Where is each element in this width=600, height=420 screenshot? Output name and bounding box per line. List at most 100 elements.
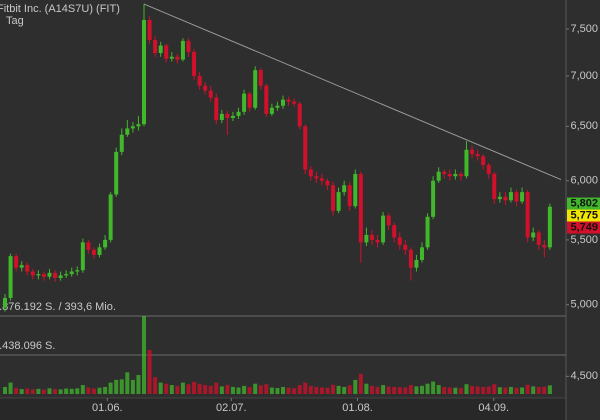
candle-body <box>525 192 530 238</box>
volume-bar <box>292 388 297 394</box>
volume-bar <box>264 384 269 394</box>
candle-body <box>53 272 58 279</box>
volume-bar <box>197 383 202 394</box>
volume-bar <box>114 379 119 394</box>
volume-bar <box>175 385 180 394</box>
candle-body <box>547 206 552 248</box>
candle-body <box>158 45 163 54</box>
volume-bar <box>36 388 41 394</box>
volume-bar <box>3 386 8 394</box>
volume-bar <box>103 386 108 394</box>
candle-body <box>414 259 419 268</box>
volume-bar <box>425 383 430 394</box>
candle-body <box>275 105 280 108</box>
candle-body <box>142 20 147 125</box>
candle-body <box>397 237 402 245</box>
volume-bar <box>91 388 96 394</box>
volume-bar <box>169 385 174 394</box>
candle-body <box>514 192 519 202</box>
candle-body <box>119 134 124 152</box>
volume-bar <box>275 388 280 394</box>
volume-bar <box>281 386 285 394</box>
candle-body <box>108 194 113 240</box>
volume-bar <box>542 386 547 394</box>
candle-body <box>58 275 63 279</box>
candle-body <box>169 56 174 59</box>
volume-bar <box>19 389 24 394</box>
candle-body <box>3 297 8 308</box>
volume-bar <box>225 385 230 394</box>
candle-body <box>314 176 319 179</box>
volume-bar <box>119 379 124 394</box>
candle-body <box>425 216 430 248</box>
candle-body <box>225 113 230 118</box>
candle-body <box>464 149 469 177</box>
candle-body <box>25 265 30 272</box>
volume-bar <box>30 389 35 394</box>
candle-body <box>208 90 213 98</box>
candle-body <box>536 232 541 245</box>
volume-bar <box>247 386 252 394</box>
volume-bar <box>486 386 491 394</box>
candle-body <box>97 247 102 255</box>
volume-bar <box>331 384 336 394</box>
candle-body <box>192 52 197 76</box>
candle-body <box>30 271 35 276</box>
volume-bar <box>242 385 247 394</box>
price-tag-label: 5,775 <box>570 209 598 221</box>
volume-bar <box>475 386 480 394</box>
volume-bar <box>164 383 169 394</box>
volume-bar <box>369 385 374 394</box>
volume-bar <box>414 386 419 394</box>
volume-bar <box>75 388 80 394</box>
candle-body <box>308 169 313 177</box>
volume-bar <box>358 373 363 394</box>
candle-body <box>331 185 336 211</box>
candle-body <box>392 225 397 238</box>
candle-body <box>436 171 441 181</box>
candle-body <box>41 274 46 277</box>
volume-bar <box>397 387 402 394</box>
candle-body <box>236 111 241 116</box>
volume-bar <box>508 386 513 394</box>
volume-bar <box>436 385 441 394</box>
volume-bar <box>431 381 436 394</box>
candle-body <box>481 156 486 166</box>
candle-body <box>186 40 191 53</box>
volume-bar <box>58 389 63 394</box>
candle-body <box>369 234 374 240</box>
candle-body <box>319 178 324 181</box>
price-tag <box>567 221 600 234</box>
volume-bar <box>525 384 530 394</box>
candle-body <box>419 247 424 260</box>
candle-body <box>136 124 141 127</box>
candle-body <box>347 185 352 207</box>
volume-bar <box>342 386 347 394</box>
price-tag <box>567 197 600 210</box>
candle-body <box>292 101 297 104</box>
candle-body <box>64 274 69 276</box>
candle-body <box>153 39 158 54</box>
volume-bar <box>64 388 69 394</box>
y-tick-label: 5,000 <box>570 299 598 311</box>
volume-bar <box>375 386 380 394</box>
volume-bar <box>219 386 224 394</box>
candle-body <box>197 75 202 86</box>
candle-body <box>281 99 285 106</box>
chart-subtitle: Tag <box>6 15 24 27</box>
candle-body <box>458 173 463 177</box>
volume-bar <box>442 386 447 394</box>
candle-body <box>103 239 108 248</box>
candle-body <box>147 20 152 40</box>
candle-body <box>180 40 185 60</box>
volume-bar <box>308 385 313 394</box>
volume-bar <box>520 387 525 394</box>
candle-body <box>531 232 536 238</box>
candle-body <box>47 272 52 277</box>
volume-bar <box>203 385 208 394</box>
candle-body <box>242 93 247 112</box>
candle-body <box>114 151 119 195</box>
volume-bar <box>536 386 541 394</box>
candle-body <box>375 239 380 243</box>
volume-bar <box>253 383 258 394</box>
